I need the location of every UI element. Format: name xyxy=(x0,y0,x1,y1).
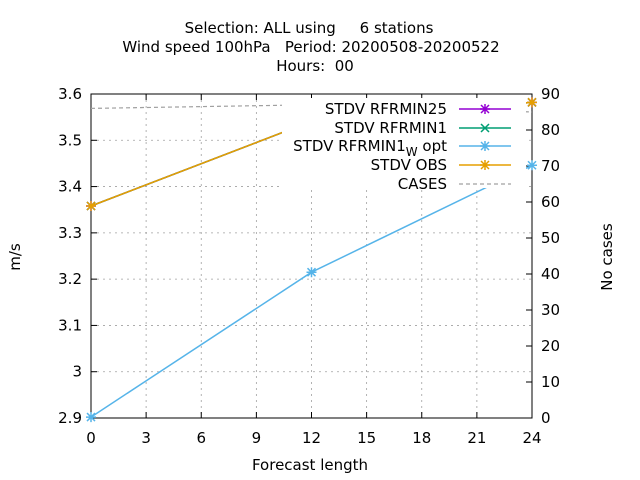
legend-label: CASES xyxy=(398,175,447,193)
legend-marker xyxy=(480,160,490,170)
y-tick-label: 3.2 xyxy=(58,270,82,288)
x-tick-label: 9 xyxy=(252,429,262,447)
y2-tick-label: 10 xyxy=(541,373,560,391)
data-point xyxy=(527,160,537,171)
x-tick-label: 15 xyxy=(357,429,376,447)
y2-tick-label: 70 xyxy=(541,157,560,175)
series-2 xyxy=(86,160,537,423)
y-tick-label: 3.4 xyxy=(58,178,82,196)
y2-tick-label: 20 xyxy=(541,337,560,355)
legend-label: STDV OBS xyxy=(371,156,447,174)
x-tick-label: 21 xyxy=(467,429,486,447)
y2-tick-label: 0 xyxy=(541,409,551,427)
legend-label: STDV RFRMIN1 xyxy=(334,119,447,137)
x-tick-label: 6 xyxy=(196,429,206,447)
legend-label: STDV RFRMIN1W opt xyxy=(293,137,447,159)
x-tick-label: 24 xyxy=(522,429,541,447)
legend-marker xyxy=(480,123,490,133)
axes: 0 3 6 9 12 15 18 21 24 2.9 3 3.1 3.2 3.3 3.4 3.5 3.6 0 10 2… xyxy=(58,85,560,447)
x-tick-label: 12 xyxy=(302,429,321,447)
chart-title-line-2: Wind speed 100hPa Period: 20200508-20200… xyxy=(122,38,499,56)
y-tick-label: 3.1 xyxy=(58,316,82,334)
x-tick-label: 0 xyxy=(86,429,96,447)
y-tick-label: 2.9 xyxy=(58,409,82,427)
chart-title-line-3: Hours: 00 xyxy=(276,57,354,75)
x-tick-label: 3 xyxy=(141,429,151,447)
y-tick-label: 3.5 xyxy=(58,131,82,149)
y2-tick-label: 90 xyxy=(541,85,560,103)
legend-marker xyxy=(480,141,490,151)
y-tick-label: 3.3 xyxy=(58,224,82,242)
x-tick-label: 18 xyxy=(412,429,431,447)
y2-tick-label: 80 xyxy=(541,121,560,139)
data-point xyxy=(86,412,96,423)
y2-tick-label: 60 xyxy=(541,193,560,211)
legend-label: STDV RFRMIN25 xyxy=(325,100,447,118)
y-axis-label: m/s xyxy=(6,243,24,271)
data-point xyxy=(527,97,537,108)
chart-title-line-1: Selection: ALL using 6 stations xyxy=(185,19,434,37)
legend-marker xyxy=(480,104,490,114)
y2-tick-label: 40 xyxy=(541,265,560,283)
data-point xyxy=(86,201,96,212)
y-tick-label: 3 xyxy=(72,363,82,381)
y2-tick-label: 50 xyxy=(541,229,560,247)
y-tick-label: 3.6 xyxy=(58,85,82,103)
plot-border xyxy=(90,93,533,419)
y2-axis-label: No cases xyxy=(598,223,616,291)
x-axis-label: Forecast length xyxy=(252,456,368,474)
y2-tick-label: 30 xyxy=(541,301,560,319)
data-point xyxy=(306,267,317,278)
